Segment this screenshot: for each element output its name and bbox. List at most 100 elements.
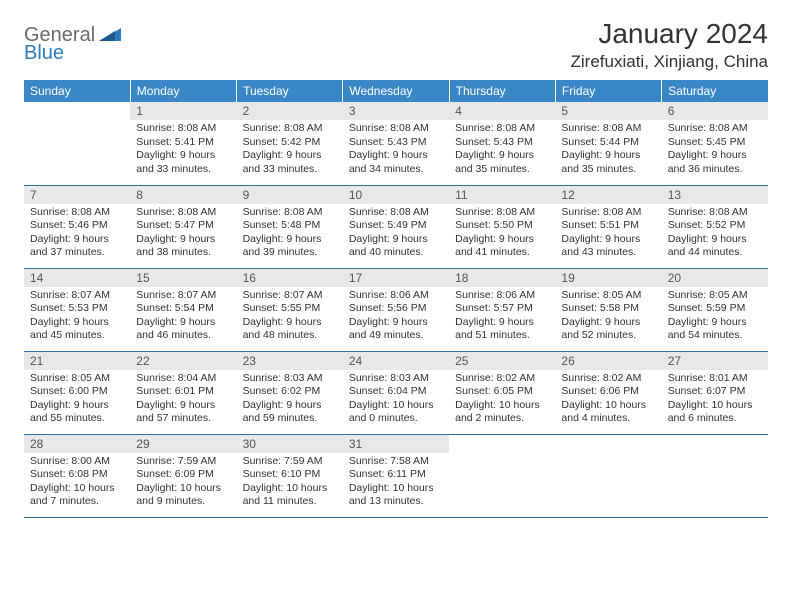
calendar-cell: 9Sunrise: 8:08 AMSunset: 5:48 PMDaylight…	[237, 185, 343, 268]
day-content: Sunrise: 8:01 AMSunset: 6:07 PMDaylight:…	[662, 370, 768, 431]
day-content: Sunrise: 8:06 AMSunset: 5:57 PMDaylight:…	[449, 287, 555, 348]
sunset-text: Sunset: 5:54 PM	[136, 302, 230, 316]
day-number	[662, 435, 768, 439]
daylight-text: Daylight: 9 hours and 55 minutes.	[30, 399, 124, 426]
weekday-header: Wednesday	[343, 80, 449, 102]
calendar-cell: 15Sunrise: 8:07 AMSunset: 5:54 PMDayligh…	[130, 268, 236, 351]
sunset-text: Sunset: 5:48 PM	[243, 219, 337, 233]
sunset-text: Sunset: 5:51 PM	[561, 219, 655, 233]
sunset-text: Sunset: 6:08 PM	[30, 468, 124, 482]
weekday-header: Saturday	[662, 80, 768, 102]
daylight-text: Daylight: 9 hours and 33 minutes.	[243, 149, 337, 176]
sunrise-text: Sunrise: 8:06 AM	[349, 289, 443, 303]
calendar-cell: 22Sunrise: 8:04 AMSunset: 6:01 PMDayligh…	[130, 351, 236, 434]
day-number: 22	[130, 352, 236, 370]
calendar-cell	[24, 102, 130, 185]
daylight-text: Daylight: 10 hours and 0 minutes.	[349, 399, 443, 426]
day-number: 4	[449, 102, 555, 120]
day-number: 20	[662, 269, 768, 287]
sunrise-text: Sunrise: 8:07 AM	[30, 289, 124, 303]
calendar-cell	[555, 434, 661, 517]
weekday-header: Tuesday	[237, 80, 343, 102]
day-content: Sunrise: 8:07 AMSunset: 5:53 PMDaylight:…	[24, 287, 130, 348]
day-number: 10	[343, 186, 449, 204]
calendar-cell: 23Sunrise: 8:03 AMSunset: 6:02 PMDayligh…	[237, 351, 343, 434]
day-number: 30	[237, 435, 343, 453]
calendar-cell: 29Sunrise: 7:59 AMSunset: 6:09 PMDayligh…	[130, 434, 236, 517]
day-content: Sunrise: 8:08 AMSunset: 5:49 PMDaylight:…	[343, 204, 449, 265]
day-content: Sunrise: 8:07 AMSunset: 5:54 PMDaylight:…	[130, 287, 236, 348]
calendar-cell: 2Sunrise: 8:08 AMSunset: 5:42 PMDaylight…	[237, 102, 343, 185]
day-number	[24, 102, 130, 106]
sunset-text: Sunset: 6:06 PM	[561, 385, 655, 399]
sunrise-text: Sunrise: 8:03 AM	[243, 372, 337, 386]
sunrise-text: Sunrise: 8:08 AM	[668, 206, 762, 220]
daylight-text: Daylight: 9 hours and 35 minutes.	[561, 149, 655, 176]
day-content: Sunrise: 8:07 AMSunset: 5:55 PMDaylight:…	[237, 287, 343, 348]
calendar-cell: 25Sunrise: 8:02 AMSunset: 6:05 PMDayligh…	[449, 351, 555, 434]
day-content: Sunrise: 8:03 AMSunset: 6:02 PMDaylight:…	[237, 370, 343, 431]
sunrise-text: Sunrise: 8:08 AM	[455, 122, 549, 136]
sunrise-text: Sunrise: 8:07 AM	[136, 289, 230, 303]
daylight-text: Daylight: 9 hours and 51 minutes.	[455, 316, 549, 343]
daylight-text: Daylight: 9 hours and 33 minutes.	[136, 149, 230, 176]
daylight-text: Daylight: 9 hours and 52 minutes.	[561, 316, 655, 343]
sunrise-text: Sunrise: 8:08 AM	[136, 122, 230, 136]
calendar-cell: 16Sunrise: 8:07 AMSunset: 5:55 PMDayligh…	[237, 268, 343, 351]
calendar-cell: 10Sunrise: 8:08 AMSunset: 5:49 PMDayligh…	[343, 185, 449, 268]
day-content: Sunrise: 8:08 AMSunset: 5:41 PMDaylight:…	[130, 120, 236, 181]
sunrise-text: Sunrise: 8:08 AM	[349, 122, 443, 136]
sunset-text: Sunset: 5:47 PM	[136, 219, 230, 233]
weekday-header: Thursday	[449, 80, 555, 102]
daylight-text: Daylight: 9 hours and 35 minutes.	[455, 149, 549, 176]
weekday-header: Friday	[555, 80, 661, 102]
daylight-text: Daylight: 9 hours and 46 minutes.	[136, 316, 230, 343]
daylight-text: Daylight: 9 hours and 57 minutes.	[136, 399, 230, 426]
sunrise-text: Sunrise: 8:08 AM	[561, 206, 655, 220]
sunset-text: Sunset: 5:50 PM	[455, 219, 549, 233]
sunrise-text: Sunrise: 8:05 AM	[561, 289, 655, 303]
day-number: 27	[662, 352, 768, 370]
daylight-text: Daylight: 10 hours and 2 minutes.	[455, 399, 549, 426]
day-content: Sunrise: 8:05 AMSunset: 5:58 PMDaylight:…	[555, 287, 661, 348]
day-content: Sunrise: 7:59 AMSunset: 6:10 PMDaylight:…	[237, 453, 343, 514]
sunset-text: Sunset: 5:45 PM	[668, 136, 762, 150]
day-content: Sunrise: 8:08 AMSunset: 5:43 PMDaylight:…	[343, 120, 449, 181]
sunset-text: Sunset: 6:10 PM	[243, 468, 337, 482]
title-block: January 2024 Zirefuxiati, Xinjiang, Chin…	[571, 18, 768, 72]
sunrise-text: Sunrise: 8:05 AM	[668, 289, 762, 303]
daylight-text: Daylight: 9 hours and 45 minutes.	[30, 316, 124, 343]
day-content: Sunrise: 7:59 AMSunset: 6:09 PMDaylight:…	[130, 453, 236, 514]
daylight-text: Daylight: 10 hours and 9 minutes.	[136, 482, 230, 509]
header: General January 2024 Zirefuxiati, Xinjia…	[24, 18, 768, 72]
day-content: Sunrise: 8:03 AMSunset: 6:04 PMDaylight:…	[343, 370, 449, 431]
sunset-text: Sunset: 6:01 PM	[136, 385, 230, 399]
calendar-cell: 11Sunrise: 8:08 AMSunset: 5:50 PMDayligh…	[449, 185, 555, 268]
daylight-text: Daylight: 9 hours and 39 minutes.	[243, 233, 337, 260]
sunrise-text: Sunrise: 8:08 AM	[349, 206, 443, 220]
day-content: Sunrise: 8:08 AMSunset: 5:51 PMDaylight:…	[555, 204, 661, 265]
day-number: 8	[130, 186, 236, 204]
day-content: Sunrise: 8:08 AMSunset: 5:42 PMDaylight:…	[237, 120, 343, 181]
sunset-text: Sunset: 6:09 PM	[136, 468, 230, 482]
day-number: 18	[449, 269, 555, 287]
sunrise-text: Sunrise: 7:59 AM	[136, 455, 230, 469]
day-number	[449, 435, 555, 439]
calendar-row: 21Sunrise: 8:05 AMSunset: 6:00 PMDayligh…	[24, 351, 768, 434]
weekday-header: Sunday	[24, 80, 130, 102]
calendar-cell: 27Sunrise: 8:01 AMSunset: 6:07 PMDayligh…	[662, 351, 768, 434]
sunrise-text: Sunrise: 8:03 AM	[349, 372, 443, 386]
day-number: 29	[130, 435, 236, 453]
calendar-cell: 8Sunrise: 8:08 AMSunset: 5:47 PMDaylight…	[130, 185, 236, 268]
day-content: Sunrise: 8:05 AMSunset: 5:59 PMDaylight:…	[662, 287, 768, 348]
sunrise-text: Sunrise: 7:58 AM	[349, 455, 443, 469]
sunrise-text: Sunrise: 8:08 AM	[668, 122, 762, 136]
calendar-cell: 1Sunrise: 8:08 AMSunset: 5:41 PMDaylight…	[130, 102, 236, 185]
sunset-text: Sunset: 5:49 PM	[349, 219, 443, 233]
sunrise-text: Sunrise: 8:07 AM	[243, 289, 337, 303]
sunset-text: Sunset: 6:07 PM	[668, 385, 762, 399]
sunset-text: Sunset: 5:44 PM	[561, 136, 655, 150]
day-number: 15	[130, 269, 236, 287]
sunrise-text: Sunrise: 8:08 AM	[30, 206, 124, 220]
sunset-text: Sunset: 5:41 PM	[136, 136, 230, 150]
